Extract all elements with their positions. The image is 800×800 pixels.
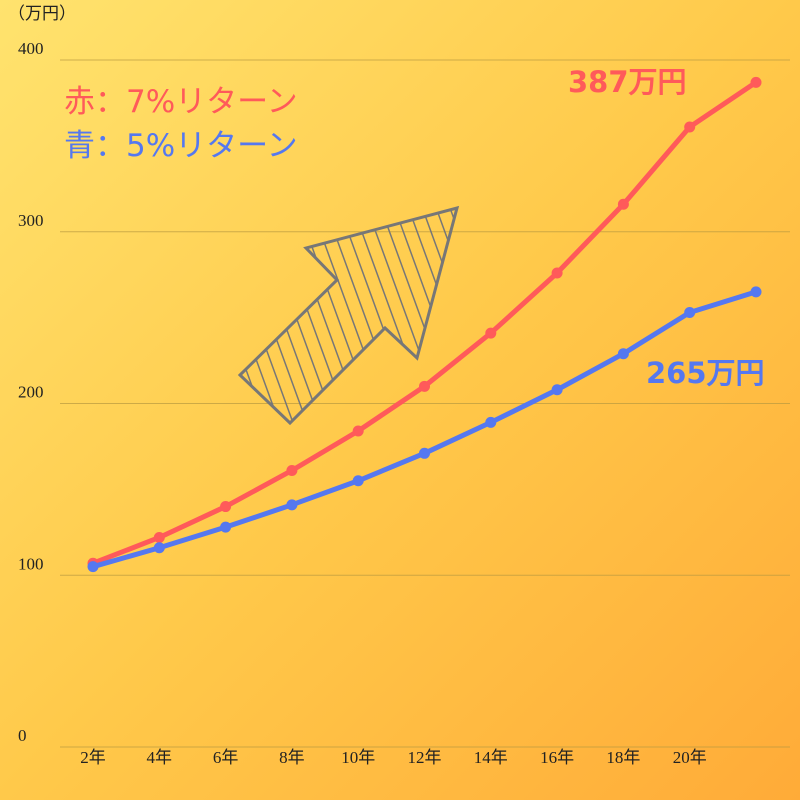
point-blue-3	[286, 499, 298, 511]
point-blue-0	[87, 561, 99, 573]
point-red-9	[684, 121, 696, 133]
x-axis-ticks: 2年 4年 6年 8年 10年 12年 14年 16年 18年 20年	[80, 748, 706, 767]
legend-blue: 青：5%リターン	[64, 128, 298, 164]
series	[87, 76, 762, 573]
x-tick-2年: 2年	[80, 748, 106, 767]
point-red-4	[352, 425, 364, 437]
point-blue-9	[684, 306, 696, 318]
end-label-red: 387万円	[568, 65, 687, 99]
point-blue-6	[485, 416, 497, 428]
point-red-3	[286, 464, 298, 476]
x-tick-6年: 6年	[213, 748, 239, 767]
point-red-1	[153, 531, 165, 543]
x-tick-10年: 10年	[341, 748, 375, 767]
y-axis-ticks: 0 100 200 300 400	[18, 39, 44, 745]
x-tick-4年: 4年	[147, 748, 173, 767]
x-tick-20年: 20年	[673, 748, 707, 767]
y-unit-label: （万円）	[8, 4, 76, 24]
y-tick-200: 200	[18, 383, 44, 402]
end-label-blue: 265万円	[646, 356, 765, 390]
x-tick-8年: 8年	[279, 748, 305, 767]
point-blue-4	[352, 475, 364, 487]
y-tick-100: 100	[18, 554, 44, 573]
point-red-5	[419, 380, 430, 392]
point-red-7	[551, 267, 563, 279]
point-blue-8	[617, 348, 629, 360]
grid	[60, 59, 790, 748]
point-blue-10	[750, 286, 762, 298]
point-blue-7	[551, 384, 563, 396]
x-tick-12年: 12年	[408, 748, 442, 767]
y-tick-300: 300	[18, 211, 44, 230]
y-tick-400: 400	[18, 39, 44, 58]
point-red-6	[485, 327, 497, 339]
point-blue-2	[220, 521, 232, 533]
point-red-2	[220, 501, 232, 513]
point-red-10	[750, 76, 762, 88]
x-tick-18年: 18年	[606, 748, 640, 767]
point-blue-1	[153, 542, 165, 554]
point-red-8	[617, 198, 629, 210]
point-blue-5	[419, 447, 430, 459]
x-tick-16年: 16年	[540, 748, 574, 767]
hatched-arrow-icon	[237, 205, 460, 426]
legend-red: 赤：7%リターン	[64, 84, 298, 120]
x-tick-14年: 14年	[474, 748, 508, 767]
y-tick-0: 0	[18, 726, 27, 745]
